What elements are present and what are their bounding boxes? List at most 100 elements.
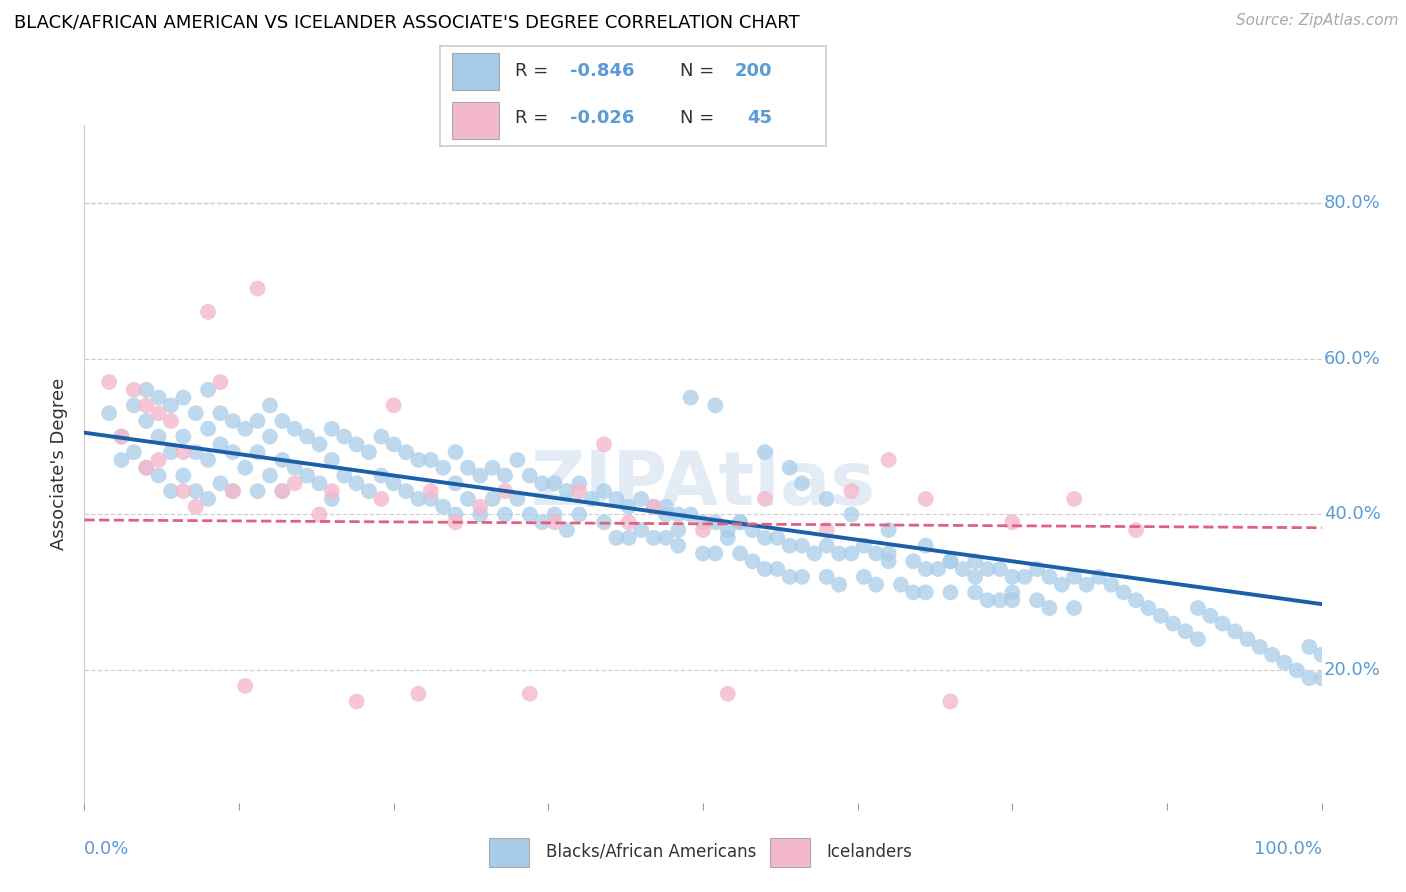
Point [222, 445, 245, 459]
Point [903, 554, 925, 568]
Point [184, 445, 207, 459]
Point [284, 476, 307, 491]
Point [1014, 570, 1036, 584]
Point [779, 539, 801, 553]
Point [1261, 648, 1284, 662]
Point [914, 585, 936, 599]
Point [1187, 632, 1209, 647]
Point [197, 422, 219, 436]
Point [655, 508, 678, 522]
Point [135, 398, 157, 412]
Point [1026, 593, 1049, 607]
Point [370, 468, 392, 483]
Point [1050, 577, 1073, 591]
Point [543, 516, 565, 530]
Text: N =: N = [681, 110, 720, 128]
Point [692, 523, 714, 537]
Point [754, 562, 776, 576]
Point [679, 391, 702, 405]
Point [233, 422, 256, 436]
Point [790, 476, 813, 491]
Point [1125, 593, 1147, 607]
Point [865, 546, 887, 560]
Text: 200: 200 [735, 62, 772, 80]
Point [877, 453, 900, 467]
Point [1310, 671, 1333, 685]
Point [184, 484, 207, 499]
Point [666, 508, 689, 522]
Point [135, 460, 157, 475]
Point [617, 531, 640, 545]
Point [643, 500, 665, 514]
Point [444, 445, 467, 459]
Point [160, 445, 183, 459]
Text: 20.0%: 20.0% [1324, 661, 1381, 680]
Point [728, 516, 751, 530]
Point [110, 453, 132, 467]
Point [346, 476, 368, 491]
Point [1099, 577, 1122, 591]
Point [308, 476, 330, 491]
Point [308, 508, 330, 522]
Text: Source: ZipAtlas.com: Source: ZipAtlas.com [1236, 13, 1399, 29]
Point [197, 305, 219, 319]
Point [172, 429, 194, 443]
Point [395, 484, 418, 499]
Point [666, 523, 689, 537]
Point [321, 484, 343, 499]
Point [841, 508, 863, 522]
Point [1038, 601, 1060, 615]
Point [457, 491, 479, 506]
Point [122, 445, 145, 459]
FancyBboxPatch shape [451, 53, 499, 90]
Point [246, 281, 269, 295]
Point [357, 484, 380, 499]
Point [1199, 608, 1222, 623]
Point [135, 383, 157, 397]
Point [432, 460, 454, 475]
Point [172, 391, 194, 405]
Point [382, 398, 405, 412]
Point [395, 445, 418, 459]
Text: -0.846: -0.846 [569, 62, 634, 80]
Point [271, 453, 294, 467]
Text: -0.026: -0.026 [569, 110, 634, 128]
Point [160, 484, 183, 499]
Point [841, 546, 863, 560]
Point [568, 508, 591, 522]
Point [630, 523, 652, 537]
Point [617, 500, 640, 514]
Point [841, 484, 863, 499]
Point [295, 468, 318, 483]
Point [209, 406, 232, 420]
Point [704, 516, 727, 530]
Point [135, 460, 157, 475]
Point [815, 570, 838, 584]
Point [531, 516, 554, 530]
Point [470, 468, 492, 483]
Point [382, 437, 405, 451]
Point [408, 491, 430, 506]
Point [779, 570, 801, 584]
Text: BLACK/AFRICAN AMERICAN VS ICELANDER ASSOCIATE'S DEGREE CORRELATION CHART: BLACK/AFRICAN AMERICAN VS ICELANDER ASSO… [14, 13, 800, 31]
Point [135, 414, 157, 428]
Point [122, 383, 145, 397]
Point [1001, 585, 1024, 599]
Point [543, 476, 565, 491]
Point [259, 468, 281, 483]
Point [209, 476, 232, 491]
Text: Icelanders: Icelanders [827, 843, 912, 861]
Point [1001, 593, 1024, 607]
Point [1112, 585, 1135, 599]
Point [728, 516, 751, 530]
Point [408, 687, 430, 701]
Point [790, 570, 813, 584]
Point [704, 546, 727, 560]
Point [939, 554, 962, 568]
Point [655, 500, 678, 514]
Point [617, 516, 640, 530]
Point [148, 429, 170, 443]
Point [717, 531, 740, 545]
Point [1187, 601, 1209, 615]
FancyBboxPatch shape [451, 102, 499, 139]
